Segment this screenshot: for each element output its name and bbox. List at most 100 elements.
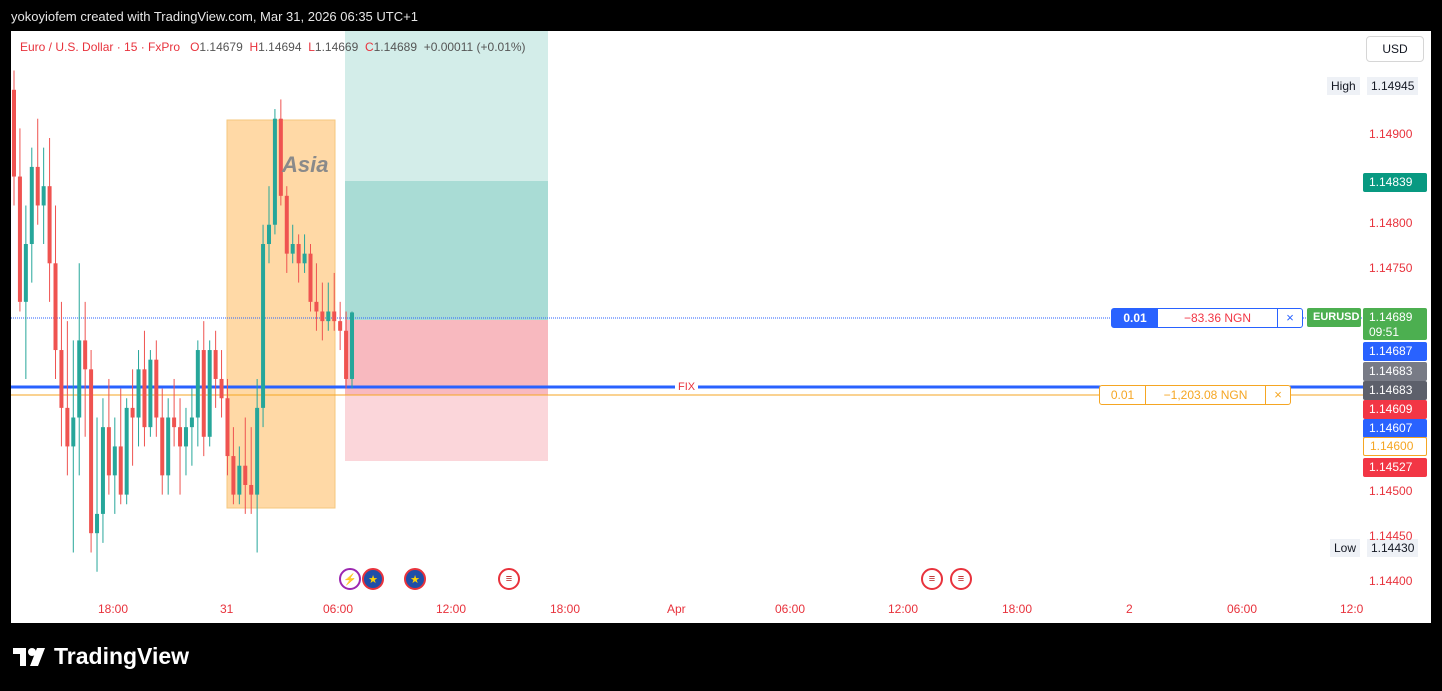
us-flag-icon[interactable]: ≡ <box>950 568 972 590</box>
time-tick: 06:00 <box>323 602 354 616</box>
tradingview-logo-icon <box>13 646 48 668</box>
order-pnl: −83.36 NGN <box>1158 309 1278 327</box>
time-tick: 12:00 <box>888 602 919 616</box>
us-flag-icon[interactable]: ≡ <box>921 568 943 590</box>
candle-body <box>308 253 313 302</box>
candle-body <box>302 253 307 264</box>
eu-flag-icon[interactable]: ★ <box>404 568 426 590</box>
price-tick: 1.14500 <box>1369 484 1413 498</box>
lightning-icon[interactable]: ⚡ <box>339 568 361 590</box>
high-value-tag: 1.14945 <box>1367 77 1419 95</box>
currency-button[interactable]: USD <box>1366 36 1424 62</box>
candle-body <box>189 417 194 428</box>
candle-body <box>207 350 212 437</box>
candle-body <box>290 244 295 254</box>
candle-body <box>296 244 301 264</box>
brand-footer[interactable]: TradingView <box>13 643 189 670</box>
candle-body <box>29 166 34 245</box>
candle-body <box>47 186 52 264</box>
time-tick: 12:00 <box>436 602 467 616</box>
candle-body <box>65 407 70 447</box>
symbol-name[interactable]: Euro / U.S. Dollar · 15 · FxPro <box>20 40 181 54</box>
price-tag: 1.14609 <box>1363 400 1427 419</box>
low-label-tag: Low <box>1330 539 1361 557</box>
high-label: H <box>249 40 259 54</box>
price-tick: 1.14400 <box>1369 574 1413 588</box>
profit-zone-upper <box>345 31 548 181</box>
eu-flag-icon[interactable]: ★ <box>362 568 384 590</box>
price-tick: 1.14450 <box>1369 529 1413 543</box>
candle-body <box>148 359 153 428</box>
close-order-icon[interactable]: × <box>1274 387 1282 402</box>
candle-body <box>17 176 22 302</box>
candle-body <box>261 244 266 408</box>
attribution-bar: yokoyiofem created with TradingView.com,… <box>11 9 418 24</box>
candle-body <box>255 407 260 495</box>
candle-body <box>35 166 40 206</box>
chart-panel[interactable]: Euro / U.S. Dollar · 15 · FxPro O1.14679… <box>11 31 1431 623</box>
candle-body <box>243 465 248 485</box>
time-tick: Apr <box>667 602 686 616</box>
open-value: 1.14679 <box>199 40 243 54</box>
candle-body <box>142 369 147 428</box>
price-tag: 1.14607 <box>1363 419 1427 438</box>
close-value: 1.14689 <box>373 40 418 54</box>
candle-body <box>100 427 105 514</box>
current-price-tag: 1.14689 09:51 <box>1363 308 1427 340</box>
candle-body <box>71 417 76 447</box>
candle-body <box>112 446 117 476</box>
profit-zone <box>345 181 548 320</box>
session-label: Asia <box>282 152 329 177</box>
brand-name: TradingView <box>54 643 190 669</box>
change-value: +0.00011 (+0.01%) <box>423 40 526 54</box>
candle-body <box>201 350 206 437</box>
time-tick: 2 <box>1126 602 1133 616</box>
candle-body <box>154 359 159 418</box>
candle-body <box>272 118 277 225</box>
symbol-tag: EURUSD <box>1307 308 1361 327</box>
time-tick: 12:0 <box>1340 602 1364 616</box>
candle-body <box>89 369 94 534</box>
candle-body <box>350 312 355 379</box>
order-qty[interactable]: 0.01 <box>1100 386 1146 404</box>
candle-body <box>338 321 343 331</box>
price-tick: 1.14900 <box>1369 127 1413 141</box>
high-value: 1.14694 <box>258 40 302 54</box>
close-order-icon[interactable]: × <box>1286 310 1294 325</box>
time-tick: 18:00 <box>1002 602 1033 616</box>
low-label: L <box>308 40 315 54</box>
price-tag: 1.14683 <box>1363 381 1427 400</box>
close-label: C <box>364 40 374 54</box>
low-value: 1.14669 <box>314 40 359 54</box>
time-tick: 18:00 <box>98 602 129 616</box>
candle-body <box>314 301 319 312</box>
candle-body <box>219 378 224 399</box>
time-tick: 06:00 <box>1227 602 1258 616</box>
bar-countdown: 09:51 <box>1369 325 1400 339</box>
loss-zone <box>345 320 548 395</box>
candle-body <box>326 311 331 322</box>
candle-body <box>95 513 100 534</box>
candle-body <box>130 407 135 418</box>
candle-body <box>160 417 165 476</box>
price-tag: 1.14527 <box>1363 458 1427 477</box>
fix-label: FIX <box>675 381 699 393</box>
candle-body <box>41 186 46 206</box>
open-label: O <box>190 40 200 54</box>
price-tag: 1.14600 <box>1363 437 1427 456</box>
candle-body <box>332 311 337 322</box>
us-flag-icon[interactable]: ≡ <box>498 568 520 590</box>
candle-body <box>77 340 82 418</box>
order-qty[interactable]: 0.01 <box>1112 309 1158 327</box>
loss-zone-lower <box>345 395 548 461</box>
candle-body <box>213 350 218 379</box>
order-line-2[interactable]: 0.01 −1,203.08 NGN × <box>1099 385 1291 405</box>
current-price: 1.14689 <box>1369 310 1413 324</box>
price-tick: 1.14800 <box>1369 216 1413 230</box>
time-tick: 18:00 <box>550 602 581 616</box>
price-tag: 1.14683 <box>1363 362 1427 381</box>
candle-body <box>278 118 283 196</box>
order-line-1[interactable]: 0.01 −83.36 NGN × <box>1111 308 1303 328</box>
symbol-legend: Euro / U.S. Dollar · 15 · FxPro O1.14679… <box>20 40 526 54</box>
